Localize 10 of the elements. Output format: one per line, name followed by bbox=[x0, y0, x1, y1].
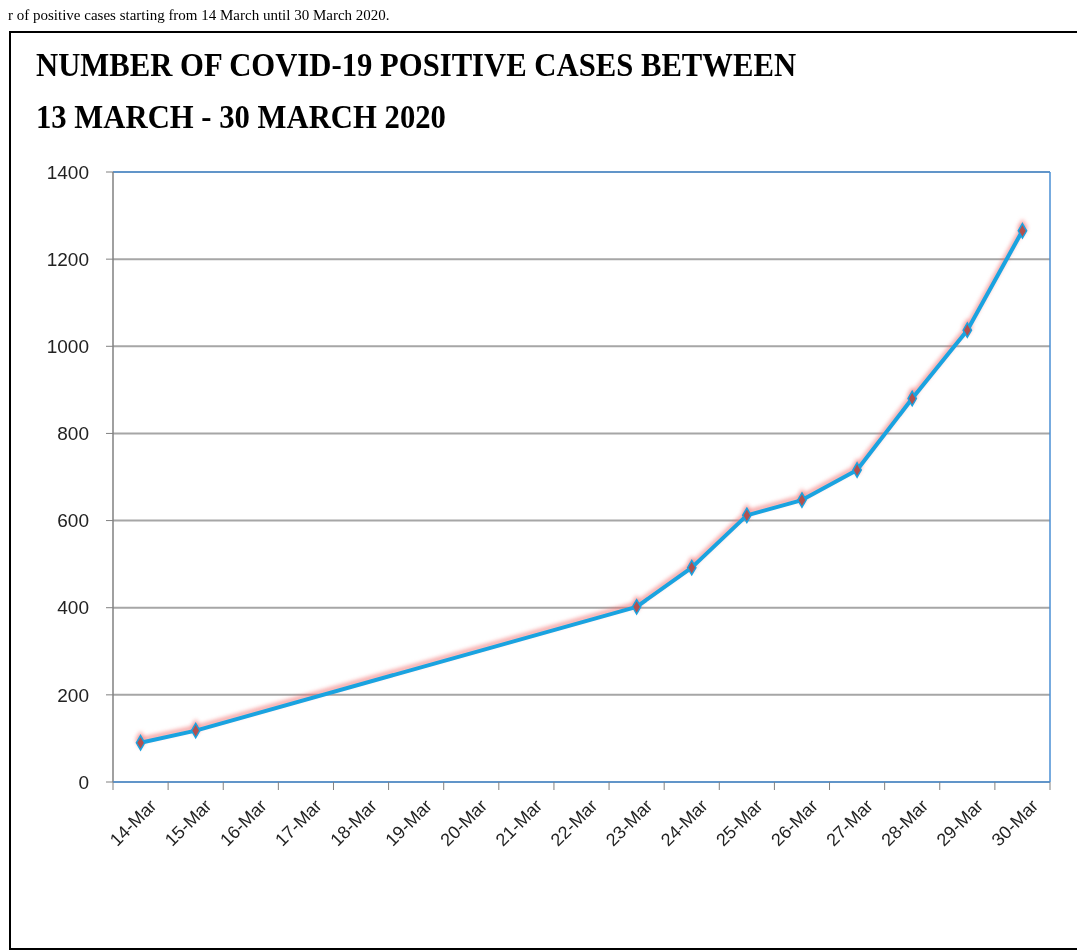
y-tick-label: 1000 bbox=[46, 335, 89, 357]
y-tick-label: 200 bbox=[57, 684, 89, 706]
text: r of positive cases starting from 14 March until 30 March 2020. bbox=[8, 7, 390, 23]
y-tick-label: 800 bbox=[57, 423, 89, 445]
y-tick-label: 0 bbox=[78, 771, 89, 793]
y-tick-label: 1400 bbox=[46, 161, 89, 183]
y-tick-label: 1200 bbox=[46, 248, 89, 270]
y-tick-label: 600 bbox=[57, 510, 89, 532]
chart-title: NUMBER OF COVID-19 POSITIVE CASES BETWEEN 13 MARCH - 30 MARCH 2020 bbox=[36, 47, 797, 136]
y-tick-label: 400 bbox=[57, 597, 89, 619]
